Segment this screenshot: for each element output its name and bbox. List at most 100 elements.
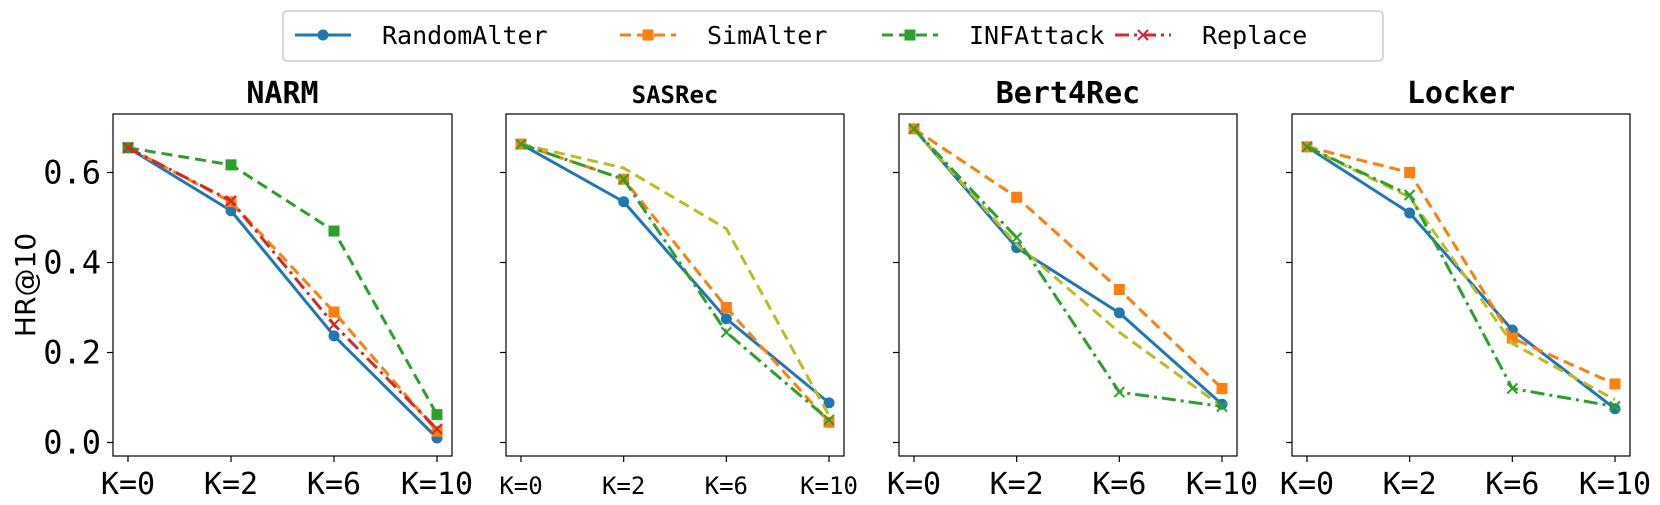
data-point [1113, 307, 1125, 319]
data-point [328, 306, 340, 318]
series-line [127, 146, 439, 416]
series-line [127, 146, 439, 431]
axes-frame [112, 113, 453, 457]
y-axis-label: HR@10 [9, 233, 42, 337]
y-tick-label: 0.2 [43, 334, 101, 372]
series-replace [122, 142, 443, 435]
series-randomalter [515, 138, 835, 409]
series-line [912, 127, 1223, 408]
x-tick-label: K=6 [705, 472, 748, 500]
data-point [431, 409, 443, 421]
series-series-4 [1301, 141, 1621, 413]
data-point [1506, 382, 1519, 395]
data-point [617, 173, 630, 185]
data-point [823, 414, 835, 426]
data-point [1609, 378, 1621, 390]
series-line [520, 142, 830, 405]
series-line [127, 146, 439, 433]
x-tick-label: K=2 [1383, 467, 1437, 502]
legend-marker [317, 29, 329, 41]
x-tick-label: K=6 [1485, 467, 1539, 502]
series-randomalter [908, 123, 1228, 410]
data-point [1403, 189, 1416, 201]
y-tick-label: 0.0 [43, 424, 101, 462]
x-tick-label: K=10 [401, 467, 473, 502]
series-line [912, 127, 1223, 408]
legend-marker [642, 29, 654, 41]
data-point [823, 397, 835, 409]
legend-entry: Replace [1115, 21, 1307, 50]
x-tick-label: K=2 [204, 467, 258, 502]
series-line [913, 127, 1224, 390]
legend-label: INFAttack [969, 21, 1104, 50]
x-tick-label: K=2 [990, 467, 1044, 502]
data-point [1404, 167, 1416, 178]
subplot-locker: Locker K=0 K=2 K=6 K=10 [1280, 76, 1651, 502]
legend-label: Replace [1202, 21, 1307, 50]
data-point [328, 318, 340, 331]
data-point [1010, 232, 1023, 244]
x-tick-label: K=6 [1092, 467, 1146, 502]
data-point [122, 142, 134, 154]
data-point [515, 138, 527, 150]
series-series-3 [912, 127, 1223, 408]
x-tick-label: K=0 [887, 467, 941, 502]
data-point [1011, 191, 1023, 203]
data-point [1404, 207, 1416, 219]
data-point [225, 205, 237, 217]
subplot-sasrec: SASRec K=0 K=2 K=6 K=10 [499, 81, 858, 500]
legend-label: SimAlter [707, 21, 827, 50]
legend-entry: RandomAlter [295, 21, 548, 50]
x-tick-label: K=0 [499, 472, 542, 500]
data-point [720, 313, 732, 325]
data-point [1301, 141, 1313, 153]
data-point [328, 330, 340, 342]
legend-frame [282, 10, 1384, 62]
data-point [225, 195, 237, 207]
subplot-title: SASRec [632, 81, 719, 109]
series-line [912, 127, 1223, 406]
series-line [520, 142, 831, 424]
subplot-narm: NARM 0.0 0.2 0.4 0.6 K=0 K=2 K=6 K=10 [43, 76, 473, 502]
x-tick-label: K=0 [101, 467, 155, 502]
series-line [127, 146, 439, 440]
data-point [1113, 284, 1125, 295]
subplot-title: NARM [246, 76, 318, 111]
data-point [431, 425, 443, 437]
y-tick-label: 0.6 [43, 154, 101, 192]
series-series-4 [908, 123, 1228, 413]
series-line [520, 142, 831, 417]
series-simalter [122, 142, 443, 437]
series-randomalter [1301, 141, 1621, 415]
series-simalter [908, 123, 1228, 394]
series-randomalter [122, 142, 443, 444]
legend-label: RandomAlter [382, 21, 548, 50]
data-point [328, 225, 340, 237]
data-point [1113, 386, 1126, 398]
x-tick-label: K=0 [1280, 467, 1334, 502]
series-infattack [122, 142, 443, 421]
axes-frame [505, 113, 845, 457]
data-point [1609, 400, 1621, 413]
legend-marker [904, 29, 916, 41]
subplot-title: Locker [1407, 76, 1515, 111]
x-tick-label: K=6 [307, 467, 361, 502]
data-point [823, 416, 835, 428]
legend-entry: SimAlter [620, 21, 827, 50]
data-point [1506, 332, 1518, 344]
series-line [1306, 145, 1616, 408]
legend-entry: INFAttack [882, 21, 1104, 50]
data-point [618, 196, 630, 208]
data-point [225, 159, 237, 171]
series-simalter [1301, 141, 1621, 390]
subplot-bert4rec: Bert4Rec K=0 K=2 K=6 K=10 [887, 76, 1258, 502]
data-point [908, 123, 920, 135]
axes-frame [898, 113, 1238, 457]
series-series-4 [515, 138, 835, 426]
axes-frame [1291, 113, 1631, 457]
legend-marker [1137, 29, 1149, 41]
x-tick-label: K=10 [1186, 467, 1258, 502]
series-line [1306, 145, 1616, 386]
subplot-title: Bert4Rec [996, 76, 1141, 111]
